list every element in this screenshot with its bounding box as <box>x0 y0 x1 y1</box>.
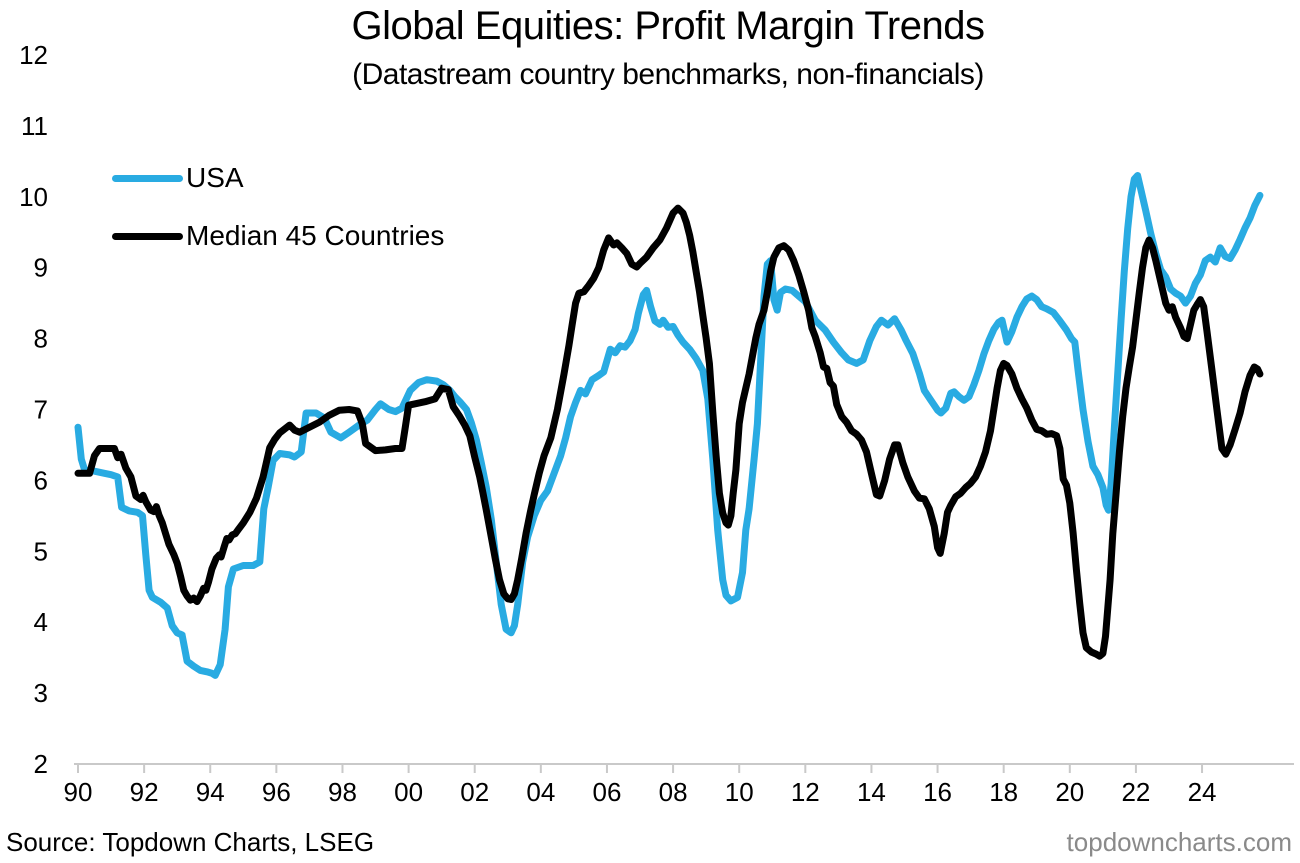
x-tick-label: 04 <box>526 777 555 807</box>
x-tick-label: 10 <box>725 777 754 807</box>
y-tick-label: 2 <box>34 749 48 779</box>
x-tick-label: 90 <box>64 777 93 807</box>
x-tick-label: 98 <box>328 777 357 807</box>
chart-subtitle: (Datastream country benchmarks, non-fina… <box>352 58 984 91</box>
y-tick-label: 9 <box>34 253 48 283</box>
watermark: topdowncharts.com <box>1066 827 1292 857</box>
x-tick-label: 24 <box>1188 777 1217 807</box>
y-tick-label: 7 <box>34 395 48 425</box>
x-tick-label: 02 <box>460 777 489 807</box>
y-tick-label: 8 <box>34 324 48 354</box>
x-tick-label: 18 <box>989 777 1018 807</box>
x-tick-label: 12 <box>791 777 820 807</box>
x-tick-label: 14 <box>857 777 886 807</box>
x-tick-label: 96 <box>262 777 291 807</box>
x-tick-label: 22 <box>1121 777 1150 807</box>
x-tick-label: 94 <box>196 777 225 807</box>
usa-line-swatch-icon <box>112 174 183 182</box>
source-note: Source: Topdown Charts, LSEG <box>6 827 375 857</box>
y-tick-label: 11 <box>21 111 48 141</box>
x-tick-label: 00 <box>394 777 423 807</box>
x-tick-label: 20 <box>1055 777 1084 807</box>
y-tick-label: 3 <box>34 678 48 708</box>
median-line-swatch-icon <box>112 232 183 240</box>
y-tick-label: 5 <box>34 536 48 566</box>
y-tick-label: 12 <box>19 40 48 70</box>
page-title: Global Equities: Profit Margin Trends <box>351 4 985 48</box>
x-tick-label: 08 <box>659 777 688 807</box>
legend-item-usa: USA <box>112 162 244 193</box>
y-tick-label: 6 <box>34 465 48 495</box>
x-tick-label: 92 <box>130 777 159 807</box>
legend-item-median: Median 45 Countries <box>112 220 445 251</box>
y-tick-label: 4 <box>34 607 48 637</box>
legend-label-usa: USA <box>186 162 244 193</box>
x-tick-label: 16 <box>923 777 952 807</box>
series-line-usa <box>74 172 1264 679</box>
legend-label-median: Median 45 Countries <box>186 220 445 251</box>
series-line-median <box>74 204 1264 660</box>
x-tick-label: 06 <box>592 777 621 807</box>
y-tick-label: 10 <box>19 182 48 212</box>
